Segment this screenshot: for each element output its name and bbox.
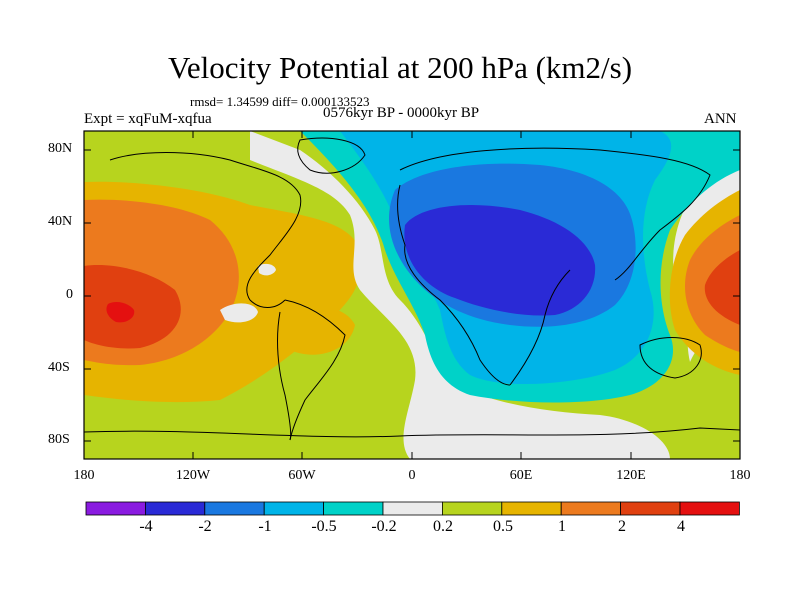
colorbar-label: -2 [198,518,212,535]
coast-antarctica [84,427,740,438]
field-region-p05-1-caribbean [239,228,320,274]
lat-label-80n: 80N [48,141,73,156]
field-region-p2-4-west-pacific [704,250,740,325]
lon-label-120w: 120W [175,468,211,483]
coast-eurasia [399,147,711,281]
velocity-potential-field [84,131,740,459]
coast-south-america-west [277,311,292,441]
colorbar-swatch [560,501,622,516]
colorbar-label: -4 [139,518,153,535]
colorbar-swatch [382,501,443,516]
field-region-p2-4-pacific [84,265,181,349]
colorbar-label: 0.2 [433,518,453,535]
rmsd-diff-stats: rmsd= 1.34599 diff= 0.000133523 [190,94,370,109]
colorbar-swatch [263,501,325,516]
field-region-gt4-pacific [106,302,135,323]
lon-label-180e: 180 [729,468,751,483]
field-region-near-zero-atlantic [250,131,670,459]
lat-ticks [84,149,740,442]
lat-label-40n: 40N [48,214,73,229]
colorbar-swatch [204,501,265,516]
lat-label-80s: 80S [48,432,70,447]
lat-label-0: 0 [66,287,73,302]
colorbar-swatch [85,501,146,516]
lat-label-40s: 40S [48,360,70,375]
colorbar-swatch [144,501,206,516]
colorbar-swatch [620,501,681,516]
lon-label-180w: 180 [73,468,95,483]
colorbar-label: 1 [558,518,566,535]
lon-label-120e: 120E [616,468,646,483]
experiment-label: Expt = xqFuM-xqfua [84,111,212,127]
map-title: Velocity Potential at 200 hPa (km2/s) [167,50,633,85]
colorbar-swatch [323,501,384,516]
coast-greenland [297,137,366,174]
field-region-m4-m2 [404,205,596,316]
coast-south-america [284,299,346,441]
colorbar-swatch [679,501,740,516]
coastlines [84,137,740,441]
colorbar-swatch [501,501,562,516]
colorbar-label: 4 [677,518,685,535]
coast-africa-east [509,269,571,386]
coast-europe-africa [397,184,511,386]
field-region-near-zero-patch-2 [258,263,276,276]
colorbar [85,501,740,516]
coast-australia [639,337,702,379]
colorbar-label: 2 [618,518,626,535]
field-region-p05-1-south-america [281,306,355,355]
field-region-near-zero-patch-1 [220,303,258,323]
colorbar-label: -0.5 [311,518,337,535]
lon-label-0: 0 [408,468,416,483]
colorbar-swatch [441,501,503,516]
lon-ticks [192,131,632,459]
coast-north-america [109,152,302,308]
season-label: ANN [704,111,737,127]
colorbar-label: -1 [258,518,272,535]
colorbar-label: -0.2 [371,518,397,535]
lon-label-60w: 60W [288,468,316,483]
time-period: 0576kyr BP - 0000kyr BP [323,105,480,121]
lon-label-60e: 60E [509,468,533,483]
colorbar-label: 0.5 [493,518,513,535]
